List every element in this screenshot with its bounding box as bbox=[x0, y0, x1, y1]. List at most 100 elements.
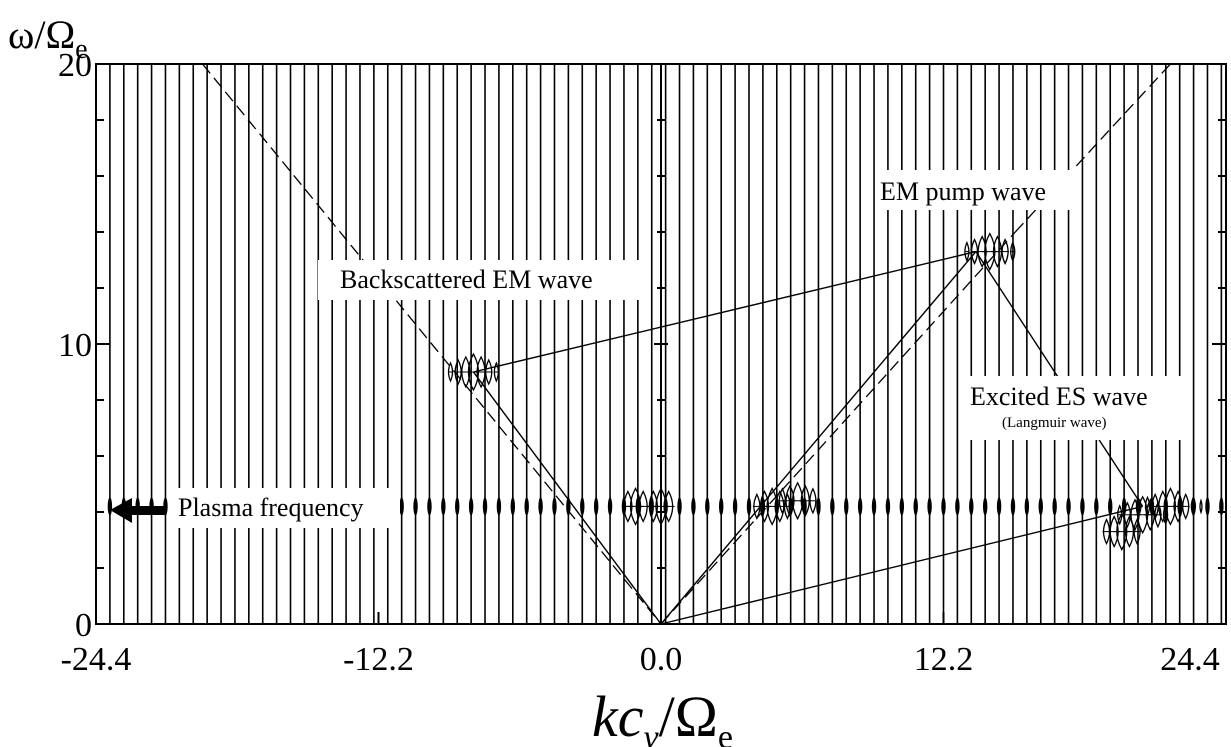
spectral-peak bbox=[1162, 504, 1169, 526]
plasma-label-bg bbox=[170, 488, 400, 528]
plasma-bump bbox=[899, 497, 905, 516]
plasma-bump bbox=[482, 497, 488, 516]
plasma-bump bbox=[941, 497, 946, 516]
y-axis-title: ω/Ωe bbox=[8, 12, 88, 65]
plasma-bump bbox=[927, 497, 932, 516]
pump-leader bbox=[660, 251, 977, 625]
plasma-bump bbox=[705, 497, 710, 516]
plasma-bump bbox=[538, 497, 543, 516]
spectral-peak bbox=[485, 358, 493, 386]
spectral-peak bbox=[493, 361, 500, 383]
plasma-bump bbox=[746, 497, 752, 516]
plasma-bump bbox=[441, 497, 446, 516]
es-wave-label: Excited ES wave bbox=[970, 382, 1148, 411]
plasma-bump bbox=[524, 497, 529, 516]
spectral-peak bbox=[1182, 492, 1190, 520]
x-tick-label: -24.4 bbox=[61, 641, 132, 678]
plasma-bump bbox=[982, 497, 988, 516]
spectral-peak bbox=[638, 490, 648, 523]
plasma-bump bbox=[885, 497, 891, 516]
plasma-bump bbox=[580, 497, 585, 516]
plasma-bump bbox=[1094, 497, 1099, 516]
dispersion-line bbox=[660, 231, 1016, 625]
backscatter-leader bbox=[472, 371, 662, 625]
x-tick-label: -12.2 bbox=[343, 641, 414, 678]
x-tick-labels: -24.4 -12.2 0.0 12.2 24.4 bbox=[61, 641, 1220, 678]
plasma-bump bbox=[607, 497, 613, 516]
spectral-peak bbox=[800, 484, 810, 518]
plasma-bump bbox=[1108, 497, 1113, 516]
plasma-bump bbox=[593, 497, 599, 516]
backscatter-label: Backscattered EM wave bbox=[340, 265, 593, 294]
backscatter-label-bg bbox=[318, 260, 643, 300]
plasma-bump bbox=[1038, 497, 1043, 516]
spectral-peak bbox=[1145, 498, 1155, 532]
plasma-bump bbox=[1219, 497, 1224, 516]
spectral-peak bbox=[1190, 495, 1196, 518]
spectral-peak bbox=[809, 487, 817, 515]
plasma-bump bbox=[955, 497, 960, 516]
plasma-frequency-arrow-icon bbox=[110, 498, 166, 523]
spectral-peak bbox=[1010, 240, 1016, 263]
spectral-peak bbox=[1199, 498, 1203, 515]
plasma-bump bbox=[1024, 497, 1030, 516]
plasma-bump bbox=[732, 497, 738, 516]
plasma-bump bbox=[510, 497, 516, 516]
y-axis-ticks bbox=[96, 63, 1226, 625]
plasma-bump bbox=[969, 497, 974, 516]
y-tick-label: 10 bbox=[58, 327, 92, 364]
es-leader bbox=[660, 505, 1143, 625]
plasma-bump bbox=[1205, 497, 1210, 516]
spectral-peaks bbox=[107, 232, 1224, 551]
plasma-bump bbox=[413, 497, 418, 516]
plasma-bump bbox=[1080, 497, 1085, 516]
spectral-peak bbox=[476, 355, 486, 389]
plasma-bump bbox=[455, 497, 460, 516]
dispersion-line bbox=[202, 63, 662, 625]
y-tick-labels: 0 10 20 bbox=[58, 47, 92, 644]
plasma-bump bbox=[399, 497, 404, 516]
em-pump-label-bg bbox=[876, 170, 1076, 210]
plasma-bump bbox=[913, 497, 918, 516]
plasma-bump bbox=[871, 497, 877, 516]
em-pump-label: EM pump wave bbox=[880, 177, 1046, 206]
plasma-frequency-label: Plasma frequency bbox=[178, 493, 364, 522]
plasma-bump bbox=[1052, 497, 1057, 516]
spectral-peak bbox=[1133, 518, 1141, 546]
x-axis-ticks bbox=[95, 612, 1227, 624]
spectral-peak bbox=[1173, 490, 1183, 523]
langmuir-label: (Langmuir wave) bbox=[1002, 415, 1107, 431]
x-tick-label: 12.2 bbox=[914, 641, 974, 678]
plasma-bump bbox=[844, 497, 849, 516]
annotation-leaders bbox=[472, 250, 1144, 625]
plasma-bump bbox=[107, 497, 113, 516]
plasma-bump bbox=[468, 497, 474, 516]
spectral-peak bbox=[970, 238, 979, 266]
plasma-bump bbox=[427, 497, 432, 516]
plasma-bump bbox=[857, 497, 863, 516]
x-axis-title: kcv/Ωe bbox=[592, 684, 733, 747]
plasma-bump bbox=[719, 497, 724, 516]
y-tick-label: 20 bbox=[58, 47, 92, 84]
es-wave-label-bg bbox=[960, 376, 1190, 440]
vertical-spectrum-lines bbox=[109, 64, 1223, 624]
plasma-bump bbox=[996, 497, 1002, 516]
pump-to-backscatter-leader bbox=[473, 250, 977, 373]
plasma-bump bbox=[691, 497, 696, 516]
spectral-peak bbox=[964, 240, 970, 263]
spectral-peak bbox=[753, 492, 761, 520]
plasma-bump bbox=[552, 497, 557, 516]
spectral-peak bbox=[1154, 501, 1162, 529]
plasma-bump bbox=[816, 497, 821, 516]
spectral-peak bbox=[775, 490, 785, 523]
plasma-bump bbox=[496, 497, 502, 516]
plasma-bump bbox=[1066, 497, 1071, 516]
plasma-bump bbox=[830, 497, 835, 516]
spectral-peak bbox=[992, 235, 1003, 268]
spectral-peak bbox=[1124, 515, 1135, 548]
x-tick-label: 0.0 bbox=[640, 641, 683, 678]
spectral-peak bbox=[447, 361, 454, 383]
x-tick-label: 24.4 bbox=[1160, 641, 1220, 678]
